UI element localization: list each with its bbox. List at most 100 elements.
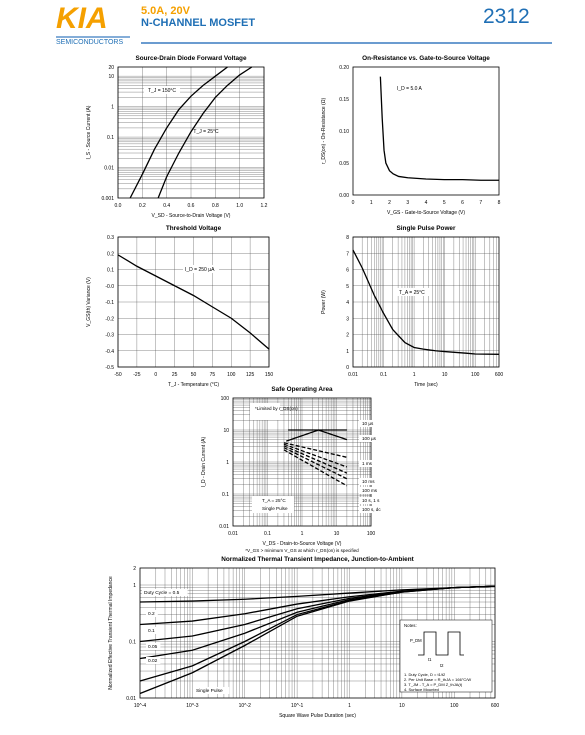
label-bg [146,610,158,617]
chart-5-labels: *Limited by r_DS(on) T_A = 25°C Single Pul… [250,403,381,513]
label-bg [142,589,188,596]
chart-title: Single Pulse Power [397,225,456,232]
x-axis-label: V_SD - Source-to-Drain Voltage (V) [152,213,231,219]
annotation: T_A = 25°C [399,290,425,296]
y-axis-label: Power (W) [321,290,327,314]
x-tick-label: 100 [471,372,480,378]
x-tick-label: 10 [334,531,340,537]
chart-1-labels: T_J = 150°CT_J = 25°CT_J = 150°C [144,86,219,135]
annotation: I_D = 250 µA [185,267,215,273]
x-tick-label: 1.0 [236,203,243,209]
notes-line: 3. T_JM - T_A = P_DM Z_thJA(t) [404,682,463,687]
x-tick-label: 0.4 [163,203,170,209]
notes-box [399,619,493,693]
x-tick-label: 0 [352,200,355,206]
annotation: *Limited by r_DS(on) [255,406,298,411]
chart-4-labels: T_A = 25°C [397,288,431,296]
chart-title: Threshold Voltage [166,225,222,232]
y-tick-label: 2 [346,333,349,339]
series-label: 1 ms [362,461,373,466]
notes-line: 4. Surface Mounted [404,687,439,692]
x-tick-label: 10 [442,372,448,378]
y-axis-label: Normalized Effective Transient Thermal I… [108,576,114,690]
plot-frame [352,236,500,368]
y-tick-label: 0.3 [107,235,114,241]
y-tick-label: -0.3 [105,333,114,339]
plot-frame [117,66,265,199]
y-tick-label: 0.10 [339,129,349,135]
y-axis-label: I_S - Source Current (A) [86,105,92,159]
y-tick-label: -0.4 [105,349,114,355]
y-tick-label: 10 [108,74,114,80]
x-axis-label: T_J - Temperature (°C) [168,382,219,388]
y-tick-label: 3 [346,316,349,322]
x-tick-label: 3 [406,200,409,206]
series-line [129,66,228,199]
y-tick-label: 0.00 [339,193,349,199]
series-label: T_J = 150°C [148,88,176,94]
chart-footnote: *V_GS > minimum V_GS at which r_DS(on) i… [245,548,359,553]
y-tick-label: 5 [346,284,349,290]
label-bg [144,86,180,94]
x-tick-label: 7 [479,200,482,206]
series-line [352,249,500,355]
y-tick-label: 0.01 [104,166,114,172]
series-line [117,254,270,350]
annotation: I_D = 5.0 A [397,86,423,92]
y-tick-label: 10 [223,428,229,434]
x-axis-label: Time (sec) [414,382,438,388]
y-tick-label: -0.2 [105,316,114,322]
y-tick-label: 0.1 [107,135,114,141]
y-tick-label: 0.05 [339,161,349,167]
part-number: 2312 [483,5,530,28]
y-tick-label: 8 [346,235,349,241]
header: KIA SEMICONDUCTORS 5.0A, 20V N-CHANNEL M… [56,2,552,46]
y-tick-label: 0.1 [129,640,136,646]
series-line [283,443,348,468]
spec-line-1: 5.0A, 20V [141,5,191,17]
y-tick-label: 0.01 [126,696,136,702]
chart-title: Normalized Thermal Transient Impedance, … [221,556,414,563]
x-tick-label: 4 [425,200,428,206]
y-tick-label: 0.01 [219,524,229,530]
y-tick-label: 0.2 [107,251,114,257]
y-tick-label: 0.15 [339,97,349,103]
series-label: 0.02 [148,658,158,664]
y-tick-label: 2 [133,566,136,572]
label-bg [397,288,431,296]
x-tick-label: 150 [265,372,274,378]
x-tick-label: 0 [154,372,157,378]
y-tick-label: 1 [226,460,229,466]
x-tick-label: 100 [367,531,376,537]
label-bg [359,497,381,504]
plot-frame [139,567,496,699]
x-tick-label: 100 [450,703,459,709]
x-tick-label: 25 [172,372,178,378]
y-tick-label: 1 [133,583,136,589]
label-bg [359,420,381,427]
notes-pdm: P_DM [410,638,422,643]
label-bg [146,657,161,664]
x-tick-label: 8 [498,200,501,206]
y-tick-label: 0 [346,365,349,371]
x-tick-label: 6 [461,200,464,206]
label-bg [250,403,280,420]
chart-title: Safe Operating Area [271,386,333,393]
y-tick-label: 1 [111,105,114,111]
label-bg [359,506,381,513]
y-tick-label: 1 [346,349,349,355]
y-tick-label: 20 [108,65,114,71]
grid [353,236,499,368]
y-axis-label: I_D - Drain Current (A) [201,437,207,488]
x-tick-label: 0.1 [380,372,387,378]
series-line [139,585,496,626]
chart-title: On-Resistance vs. Gate-to-Source Voltage [362,55,490,62]
x-tick-label: -25 [133,372,140,378]
series-label: 0.05 [148,644,158,650]
series-line [283,442,348,458]
series-label: T_J = 25°C [193,129,219,135]
series-line [283,449,348,487]
series-label: 10 ms [362,479,375,484]
